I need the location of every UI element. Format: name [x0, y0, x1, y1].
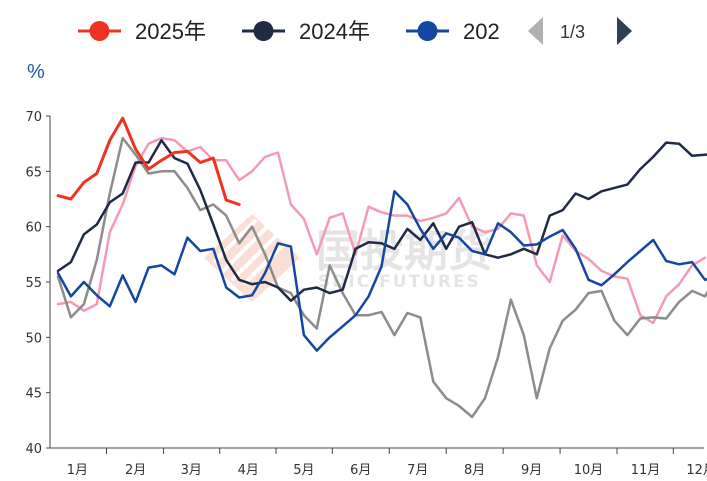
x-tick-label: 10月: [574, 463, 604, 478]
x-tick-label: 11月: [631, 463, 661, 478]
legend-marker-202: [417, 21, 438, 41]
legend[interactable]: 2025年 2024年 202 1/3: [78, 17, 632, 45]
legend-label-202: 202: [463, 19, 500, 44]
x-tick-label: 9月: [521, 463, 542, 478]
x-axis: 1月 2月 3月 4月 5月 6月 7月 8月 9月 10月 11月 12月: [50, 447, 707, 478]
series-line-202: [56, 190, 707, 352]
x-tick-label: 3月: [181, 463, 202, 478]
legend-marker-2025: [89, 21, 110, 41]
legend-label-2025: 2025年: [135, 19, 206, 44]
x-tick-label: 1月: [67, 463, 88, 478]
legend-item-2025[interactable]: 2025年: [78, 19, 206, 44]
series-line-pink: [56, 136, 707, 325]
legend-label-2024: 2024年: [299, 19, 370, 44]
legend-page-indicator: 1/3: [560, 22, 585, 42]
y-tick-label: 40: [25, 442, 42, 457]
y-tick-label: 45: [25, 387, 42, 402]
y-axis-unit: %: [27, 61, 45, 83]
legend-item-2024[interactable]: 2024年: [242, 19, 370, 44]
series-line-2025: [56, 116, 241, 206]
plot-area: [56, 116, 707, 419]
y-tick-label: 60: [25, 221, 42, 236]
x-tick-label: 7月: [407, 463, 428, 478]
legend-next-page-button[interactable]: [617, 17, 632, 45]
x-tick-label: 4月: [238, 463, 259, 478]
series-line-gray: [56, 136, 707, 419]
legend-item-202[interactable]: 202: [406, 19, 500, 44]
x-tick-label: 6月: [350, 463, 371, 478]
y-tick-label: 65: [25, 165, 42, 180]
x-tick-label: 2月: [125, 463, 146, 478]
y-axis: 40 45 50 55 60 65 70: [25, 110, 51, 457]
legend-marker-2024: [253, 21, 274, 41]
series-line-2024: [56, 139, 707, 303]
y-tick-label: 70: [25, 110, 42, 125]
x-tick-label: 5月: [293, 463, 314, 478]
legend-prev-page-button[interactable]: [528, 17, 543, 45]
y-tick-label: 50: [25, 331, 42, 346]
y-tick-label: 55: [25, 276, 42, 291]
x-tick-label: 12月: [686, 463, 707, 478]
x-tick-label: 8月: [464, 463, 485, 478]
watermark-en: SDIC FUTURES: [318, 272, 481, 292]
